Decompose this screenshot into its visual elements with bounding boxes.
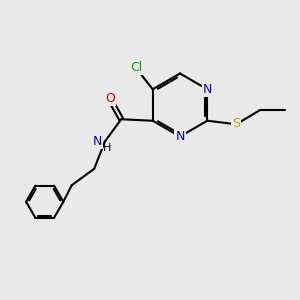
Text: N: N bbox=[202, 83, 212, 96]
Text: N: N bbox=[175, 130, 185, 143]
Text: S: S bbox=[232, 117, 240, 130]
Text: O: O bbox=[105, 92, 115, 105]
Text: H: H bbox=[103, 143, 111, 153]
Text: N: N bbox=[92, 135, 102, 148]
Text: Cl: Cl bbox=[130, 61, 142, 74]
